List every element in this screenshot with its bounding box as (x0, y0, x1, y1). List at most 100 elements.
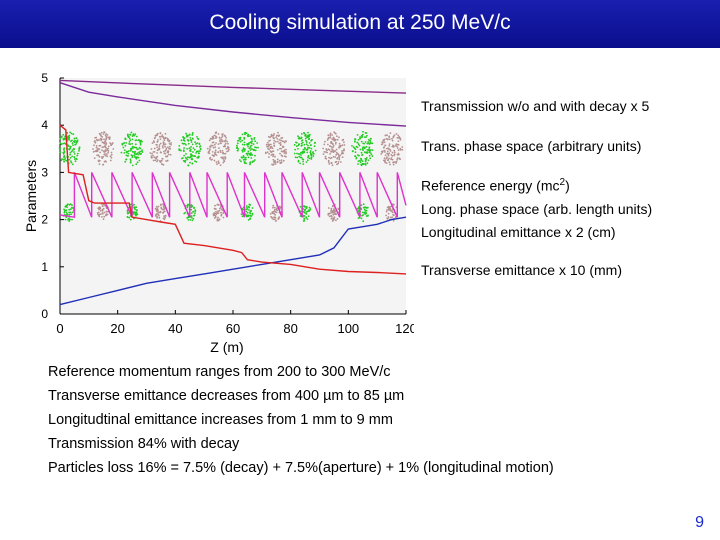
phase-space-dot (131, 142, 133, 145)
phase-space-dot (193, 206, 196, 209)
phase-space-dot (242, 155, 245, 157)
phase-space-dot (101, 157, 104, 159)
phase-space-dot (245, 132, 248, 135)
phase-space-dot (391, 211, 394, 214)
phase-space-dot (68, 208, 71, 211)
phase-space-dot (299, 153, 301, 155)
phase-space-dot (107, 151, 110, 154)
phase-space-dot (388, 145, 391, 147)
phase-space-dot (245, 214, 248, 217)
phase-space-dot (279, 142, 282, 144)
phase-space-dot (96, 147, 99, 150)
phase-space-dot (274, 161, 277, 163)
phase-space-dot (155, 156, 158, 158)
phase-space-dot (98, 144, 101, 147)
phase-space-dot (386, 206, 389, 209)
phase-space-dot (267, 135, 270, 138)
phase-space-dot (217, 210, 219, 213)
phase-space-dot (257, 146, 259, 149)
phase-space-dot (222, 216, 225, 219)
phase-space-dot (212, 146, 215, 149)
phase-space-dot (241, 150, 244, 153)
phase-space-dot (102, 207, 105, 210)
phase-space-dot (165, 155, 167, 158)
phase-space-dot (361, 154, 363, 156)
phase-space-dot (308, 142, 311, 144)
phase-space-dot (364, 211, 366, 214)
phase-space-dot (95, 145, 98, 147)
phase-space-dot (384, 154, 387, 157)
phase-space-dot (189, 219, 192, 221)
phase-space-dot (150, 148, 153, 150)
phase-space-dot (330, 210, 332, 213)
phase-space-dot (266, 141, 269, 144)
phase-space-dot (394, 144, 397, 147)
phase-space-dot (383, 157, 386, 160)
phase-space-dot (387, 217, 389, 220)
phase-space-dot (273, 212, 276, 215)
phase-space-dot (185, 153, 187, 155)
phase-space-dot (294, 148, 297, 151)
phase-space-dot (75, 158, 78, 161)
legend-longitudinal-emittance: Longitudinal emittance x 2 (cm) (421, 224, 616, 240)
phase-space-dot (104, 154, 107, 157)
phase-space-dot (398, 157, 401, 160)
phase-space-dot (360, 151, 363, 154)
phase-space-dot (251, 161, 254, 163)
phase-space-dot (186, 139, 189, 141)
phase-space-dot (240, 213, 243, 216)
phase-space-dot (238, 159, 241, 161)
phase-space-dot (386, 150, 389, 153)
phase-space-dot (110, 144, 112, 147)
phase-space-dot (221, 157, 224, 160)
phase-space-dot (391, 155, 394, 157)
phase-space-dot (105, 153, 108, 155)
phase-space-dot (227, 146, 230, 149)
trans-phase-space-cloud (178, 132, 202, 167)
phase-space-dot (135, 135, 138, 138)
phase-space-dot (191, 217, 193, 219)
phase-space-dot (384, 134, 387, 137)
phase-space-dot (166, 151, 169, 154)
phase-space-dot (279, 152, 281, 155)
phase-space-dot (397, 140, 400, 142)
phase-space-dot (245, 156, 247, 159)
phase-space-dot (370, 153, 373, 156)
phase-space-dot (343, 149, 345, 152)
phase-space-dot (110, 151, 113, 154)
phase-space-dot (244, 158, 247, 161)
phase-space-dot (366, 162, 369, 165)
phase-space-dot (102, 218, 105, 221)
x-tick-label: 60 (226, 321, 240, 336)
phase-space-dot (280, 147, 283, 150)
phase-space-dot (395, 162, 397, 164)
phase-space-dot (209, 145, 211, 148)
phase-space-dot (131, 164, 134, 167)
phase-space-dot (132, 133, 135, 136)
phase-space-dot (300, 156, 303, 159)
phase-space-dot (195, 161, 198, 163)
phase-space-dot (366, 149, 369, 151)
phase-space-dot (68, 203, 71, 206)
phase-space-dot (154, 207, 157, 210)
phase-space-dot (63, 150, 66, 152)
phase-space-dot (391, 216, 394, 219)
phase-space-dot (71, 163, 74, 166)
phase-space-dot (101, 209, 104, 212)
phase-space-dot (76, 154, 79, 157)
phase-space-dot (129, 134, 132, 136)
phase-space-dot (308, 138, 310, 141)
phase-space-dot (265, 143, 268, 146)
phase-space-dot (310, 139, 313, 141)
phase-space-dot (361, 214, 363, 217)
phase-space-dot (140, 152, 142, 155)
phase-space-dot (387, 153, 390, 155)
phase-space-dot (385, 138, 388, 140)
phase-space-dot (276, 149, 279, 151)
phase-space-dot (340, 152, 343, 155)
phase-space-dot (156, 160, 158, 163)
phase-space-dot (68, 148, 71, 151)
phase-space-dot (278, 205, 281, 208)
phase-space-dot (395, 216, 397, 219)
trans-phase-space-cloud (351, 130, 374, 167)
